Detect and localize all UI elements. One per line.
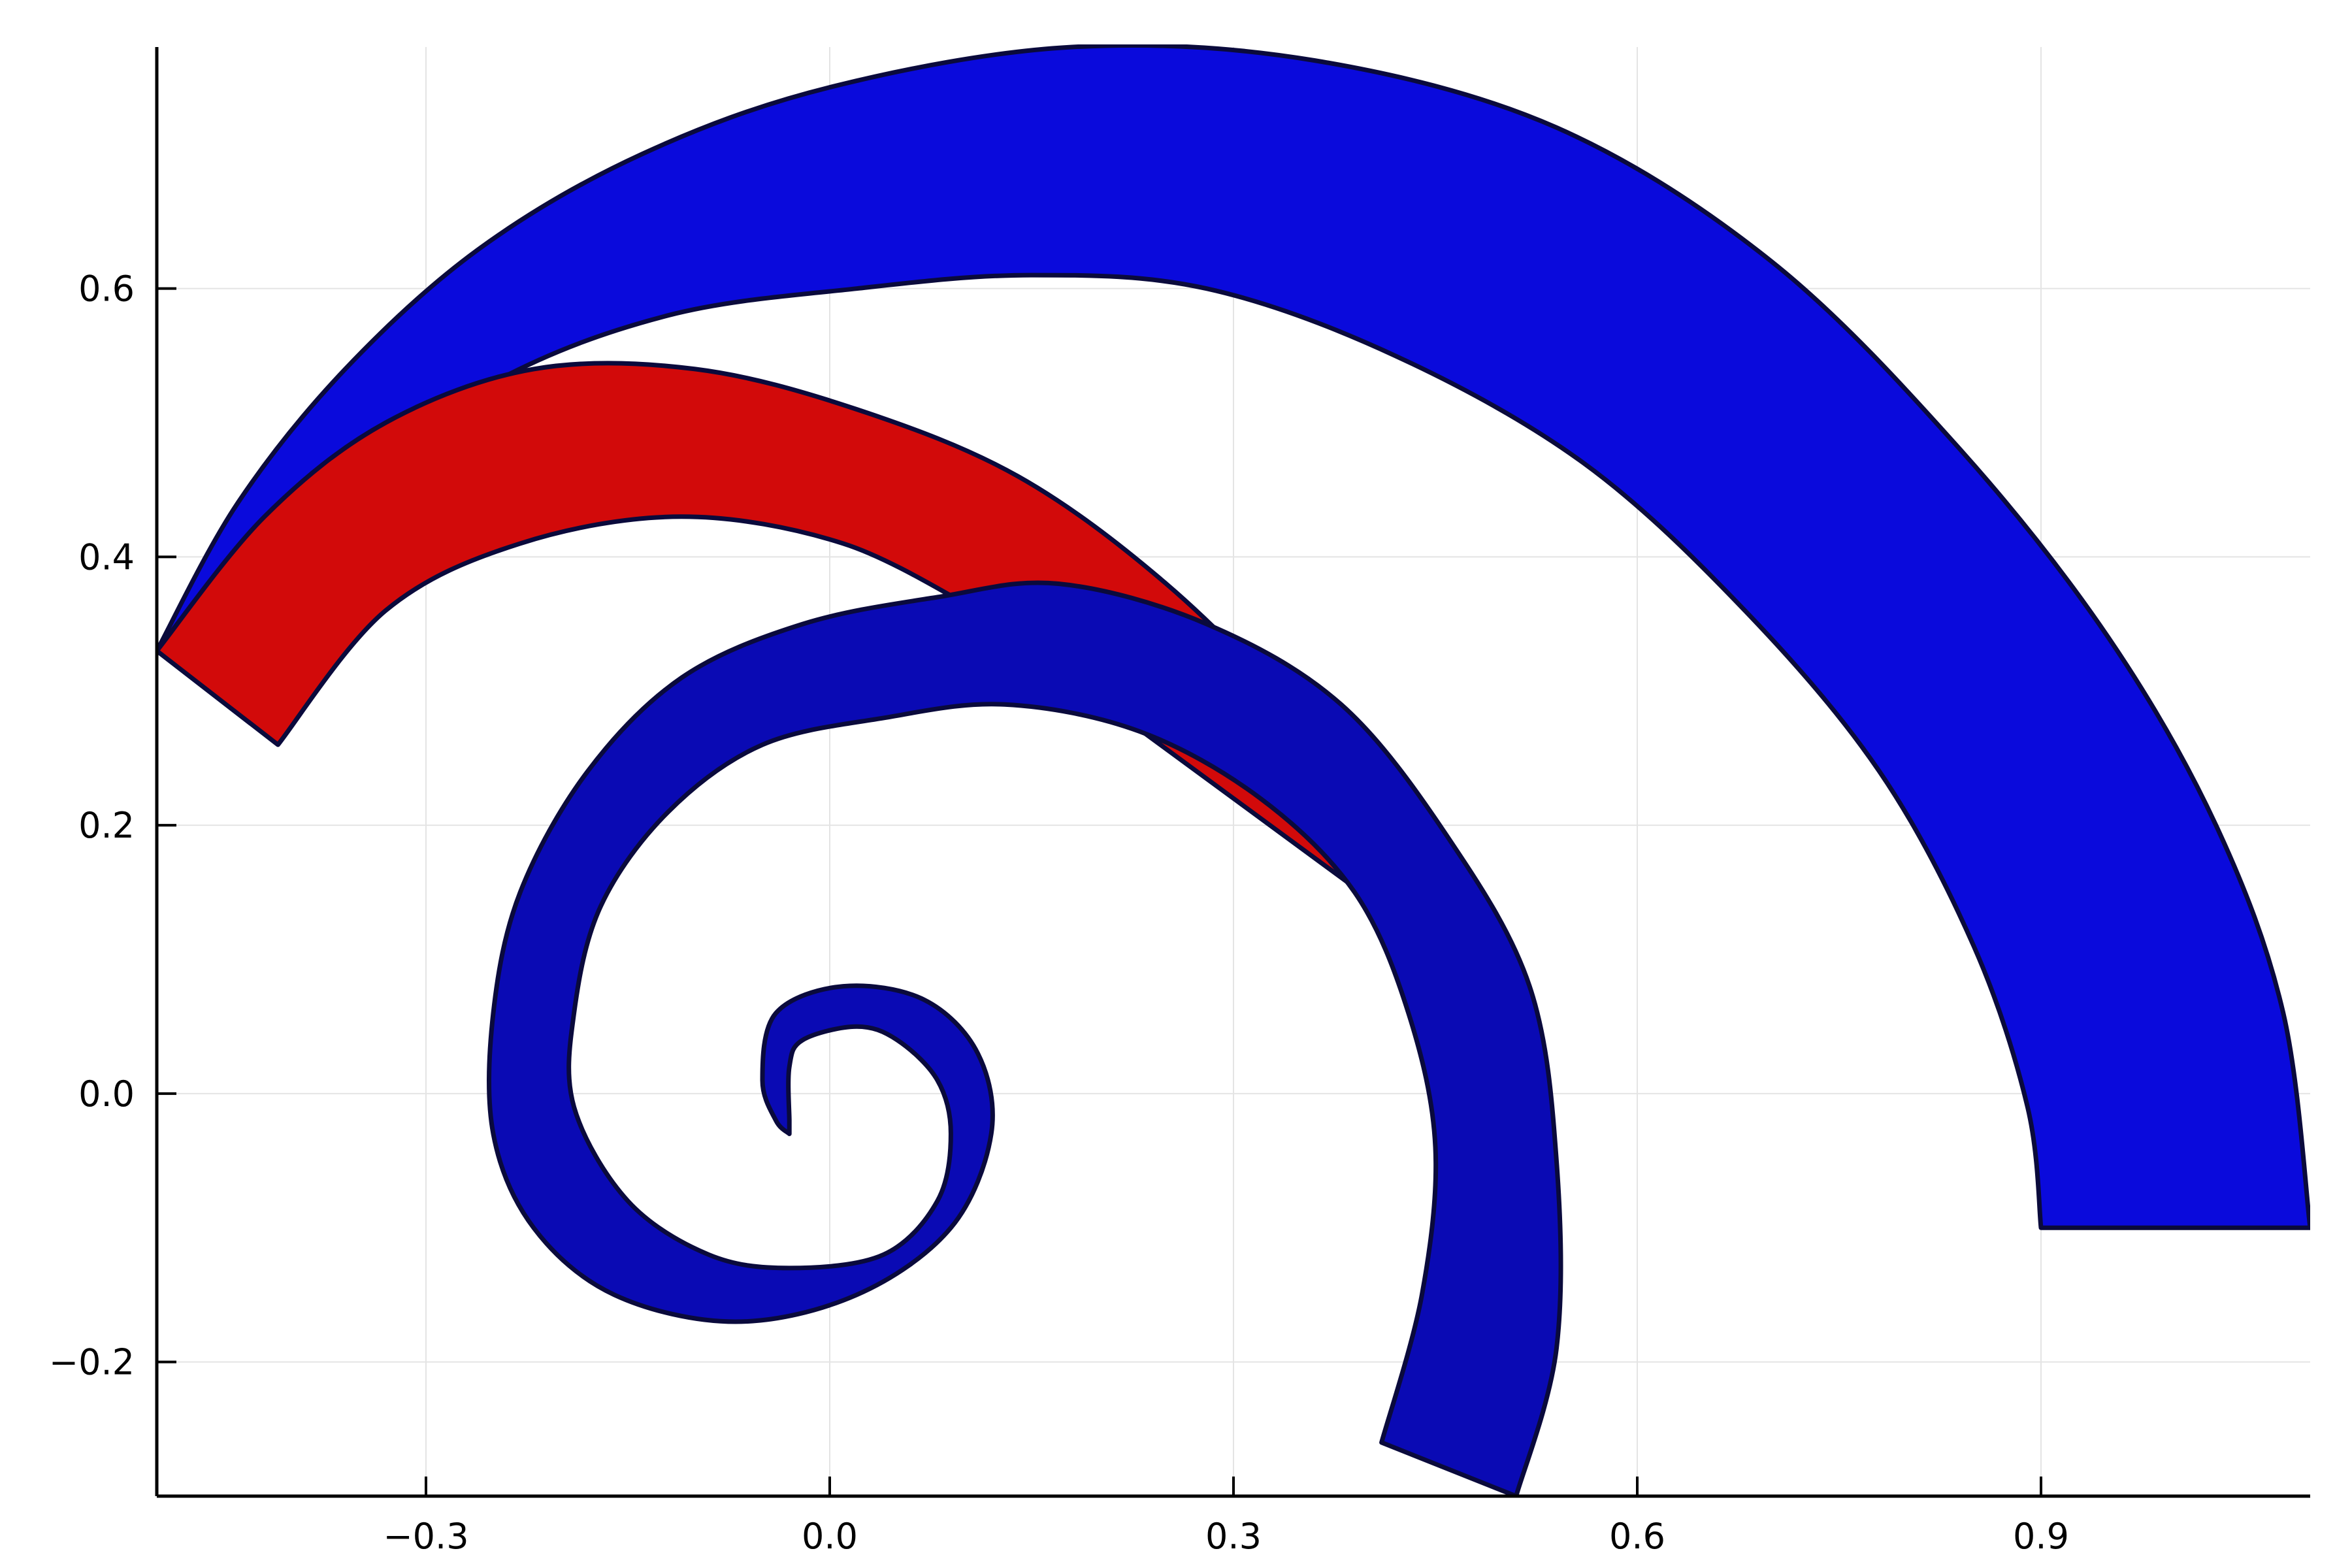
y-tick-label: 0.2 — [78, 805, 135, 846]
x-tick-label: 0.6 — [1609, 1516, 1665, 1557]
y-tick-label: 0.4 — [78, 536, 135, 578]
x-tick-label: 0.3 — [1205, 1516, 1262, 1557]
y-tick-label: 0.6 — [78, 269, 135, 310]
x-tick-label: −0.3 — [383, 1516, 468, 1557]
y-tick-label: −0.2 — [49, 1342, 135, 1383]
spiral-band-1 — [157, 44, 2310, 1230]
spiral-bands — [157, 44, 2310, 1496]
y-tick-label: 0.0 — [78, 1073, 135, 1115]
tick-marks-and-labels: −0.3 0.0 0.3 0.6 0.9 −0.2 0.0 0.2 0.4 0.6 — [49, 269, 2069, 1557]
x-tick-label: 0.9 — [2013, 1516, 2069, 1557]
spiral-band-3 — [487, 580, 1563, 1496]
x-tick-label: 0.0 — [802, 1516, 858, 1557]
